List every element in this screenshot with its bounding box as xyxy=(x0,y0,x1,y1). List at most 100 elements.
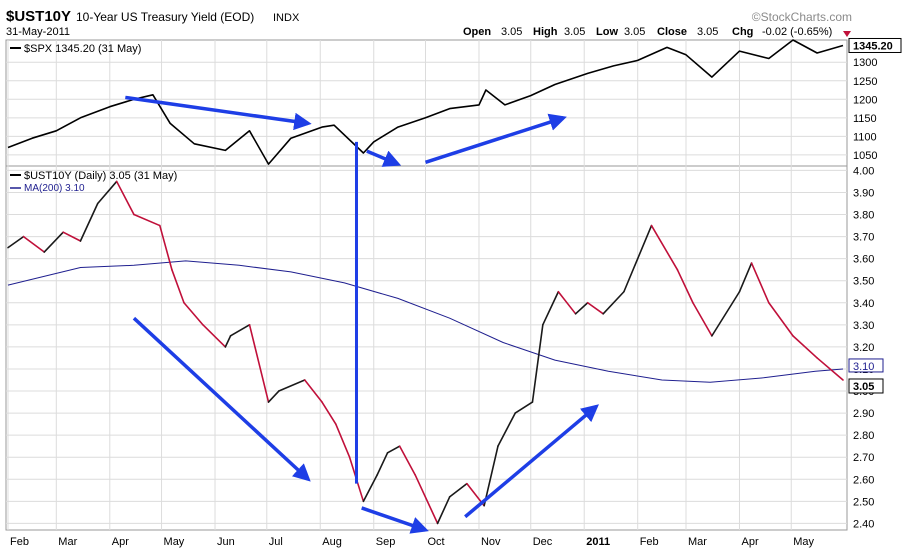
x-tick-label: Mar xyxy=(688,536,707,548)
spx-y-tick-label: 1050 xyxy=(853,150,877,162)
yield-y-tick-label: 3.90 xyxy=(853,187,874,199)
yield-last-badge: 3.05 xyxy=(848,378,884,394)
yield-y-tick-label: 3.40 xyxy=(853,298,874,310)
yield-y-tick-label: 2.40 xyxy=(853,518,874,530)
x-tick-label: Sep xyxy=(376,536,396,548)
yield-series-segment xyxy=(22,235,46,253)
yield-series-segment xyxy=(79,202,99,242)
trend-arrow xyxy=(424,113,567,164)
x-tick-label: Oct xyxy=(428,536,445,548)
trend-arrow xyxy=(361,506,429,534)
down-triangle-icon xyxy=(843,31,851,37)
yield-series-segment xyxy=(414,474,439,525)
yield-series-segment xyxy=(676,268,694,304)
x-tick-label: Apr xyxy=(741,536,758,548)
description: 10-Year US Treasury Yield (EOD) xyxy=(76,10,254,24)
axis-ticks: 1050 1100 1150 1200 1250 1300 2.40 2.50 2.60 2.70… xyxy=(10,57,877,548)
yield-series-segment xyxy=(362,474,378,503)
yield-y-tick-label: 3.30 xyxy=(853,320,874,332)
chg-label: Chg xyxy=(732,26,753,38)
yield-y-tick-label: 2.60 xyxy=(853,474,874,486)
yield-legend: $UST10Y (Daily) 3.05 (31 May) MA(200) 3.… xyxy=(10,170,177,194)
yield-series-segment xyxy=(448,482,468,498)
spx-series-line xyxy=(7,39,844,165)
annotations xyxy=(125,95,599,534)
ma-last-badge: 3.10 xyxy=(848,358,884,373)
yield-series-segment xyxy=(303,379,323,403)
yield-series-segment xyxy=(386,445,401,454)
yield-series-segment xyxy=(636,224,653,260)
open-value: 3.05 xyxy=(501,26,522,38)
yield-series-segment xyxy=(557,290,577,315)
x-tick-label: Jul xyxy=(269,536,283,548)
yield-series-segment xyxy=(623,257,639,293)
yield-series-segment xyxy=(171,268,185,304)
open-label: Open xyxy=(463,26,491,38)
yield-y-tick-label: 3.20 xyxy=(853,342,874,354)
x-tick-label: 2011 xyxy=(586,536,610,548)
yield-series-segment xyxy=(531,324,544,403)
spx-y-tick-label: 1150 xyxy=(853,113,877,125)
trend-arrow xyxy=(132,316,311,482)
x-tick-label: Feb xyxy=(10,536,29,548)
yield-series-segment xyxy=(602,290,625,315)
yield-series-segment xyxy=(398,445,416,476)
watermark: ©StockCharts.com xyxy=(752,10,852,24)
yield-series-segment xyxy=(497,412,517,447)
yield-series-segment xyxy=(202,324,227,348)
yield-series-segment xyxy=(768,301,794,337)
yield-series-segment xyxy=(159,224,173,271)
yield-series-segment xyxy=(750,262,770,304)
x-tick-label: Aug xyxy=(322,536,342,548)
date-label: 31-May-2011 xyxy=(6,26,70,38)
x-tick-label: May xyxy=(793,536,814,548)
yield-y-tick-label: 3.80 xyxy=(853,210,874,222)
x-tick-label: Apr xyxy=(112,536,129,548)
close-value: 3.05 xyxy=(697,26,718,38)
yield-y-tick-label: 2.50 xyxy=(853,496,874,508)
yield-series-segment xyxy=(115,180,135,216)
yield-y-tick-label: 4.00 xyxy=(853,165,874,177)
spx-y-tick-label: 1100 xyxy=(853,131,877,143)
yield-y-tick-label: 2.90 xyxy=(853,408,874,420)
yield-series-segment xyxy=(248,324,270,403)
trend-arrow xyxy=(464,404,599,519)
trend-arrow xyxy=(125,95,312,131)
spx-legend-text: $SPX 1345.20 (31 May) xyxy=(24,43,141,55)
yield-series-segment xyxy=(692,301,713,337)
yield-series-segment xyxy=(738,262,753,293)
spx-last-value: 1345.20 xyxy=(853,40,893,52)
chg-value: -0.02 (-0.65%) xyxy=(762,26,832,38)
yield-series-segment xyxy=(321,401,337,425)
yield-series-segment xyxy=(96,180,118,205)
spx-last-badge: 1345.20 xyxy=(848,37,902,53)
spx-y-tick-label: 1250 xyxy=(853,76,877,88)
yield-y-tick-label: 2.70 xyxy=(853,452,874,464)
yield-series-segment xyxy=(483,445,499,507)
ohlc-summary: Open 3.05 High 3.05 Low 3.05 Close 3.05 … xyxy=(463,26,851,38)
series xyxy=(7,39,844,525)
high-label: High xyxy=(533,26,558,38)
yield-series-segment xyxy=(650,224,679,271)
yield-panel xyxy=(5,165,848,531)
ma-legend-text: MA(200) 3.10 xyxy=(24,183,85,194)
yield-series-segment xyxy=(43,231,65,253)
ma-last-value: 3.10 xyxy=(853,361,874,373)
yield-y-tick-label: 2.80 xyxy=(853,430,874,442)
yield-series-segment xyxy=(514,401,534,414)
x-tick-label: May xyxy=(164,536,185,548)
yield-last-value: 3.05 xyxy=(853,381,874,393)
yield-legend-text: $UST10Y (Daily) 3.05 (31 May) xyxy=(24,170,177,182)
ma200-series-line xyxy=(7,260,844,383)
trend-arrow xyxy=(366,149,402,167)
spx-y-tick-label: 1200 xyxy=(853,94,877,106)
grid-lines xyxy=(6,40,847,530)
yield-series-segment xyxy=(7,235,25,249)
yield-series-segment xyxy=(816,357,844,381)
yield-series-segment xyxy=(436,496,451,525)
yield-series-segment xyxy=(792,335,818,359)
x-tick-label: Mar xyxy=(58,536,77,548)
low-value: 3.05 xyxy=(624,26,645,38)
spx-legend: $SPX 1345.20 (31 May) xyxy=(10,43,141,55)
